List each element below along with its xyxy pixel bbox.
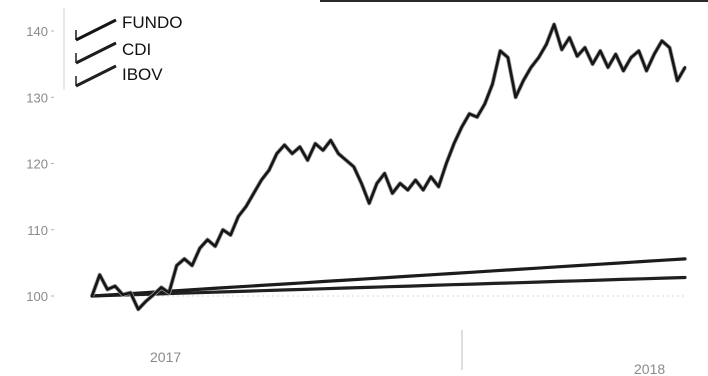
x-tick-label-2017: 2017 (150, 349, 181, 365)
legend-label-fundo: FUNDO (122, 13, 182, 32)
y-tick-label-130: 130 (26, 90, 48, 105)
legend-item-cdi: CDI (75, 40, 151, 65)
legend: FUNDO CDI IBOV (63, 8, 182, 90)
series-line-cdi (90, 257, 687, 298)
y-axis: 100 110 120 130 140 (26, 24, 54, 304)
legend-item-ibov: IBOV (75, 64, 163, 88)
legend-swatch-ibov (75, 64, 117, 88)
legend-label-ibov: IBOV (122, 65, 163, 84)
series-line-ibov (90, 275, 687, 298)
y-tick-label-140: 140 (26, 24, 48, 39)
y-tick-label-120: 120 (26, 157, 48, 172)
y-tick-label-100: 100 (26, 289, 48, 304)
plot-area (90, 22, 687, 312)
scan-border (320, 0, 708, 2)
y-tick-label-110: 110 (27, 223, 48, 238)
series-line-fundo (90, 23, 687, 311)
x-axis: 2017 2018 (150, 330, 665, 376)
legend-swatch-cdi (75, 41, 117, 65)
legend-swatch-fundo (75, 18, 117, 42)
legend-label-cdi: CDI (122, 40, 151, 59)
x-tick-label-2018: 2018 (634, 361, 665, 376)
legend-item-fundo: FUNDO (75, 13, 182, 42)
